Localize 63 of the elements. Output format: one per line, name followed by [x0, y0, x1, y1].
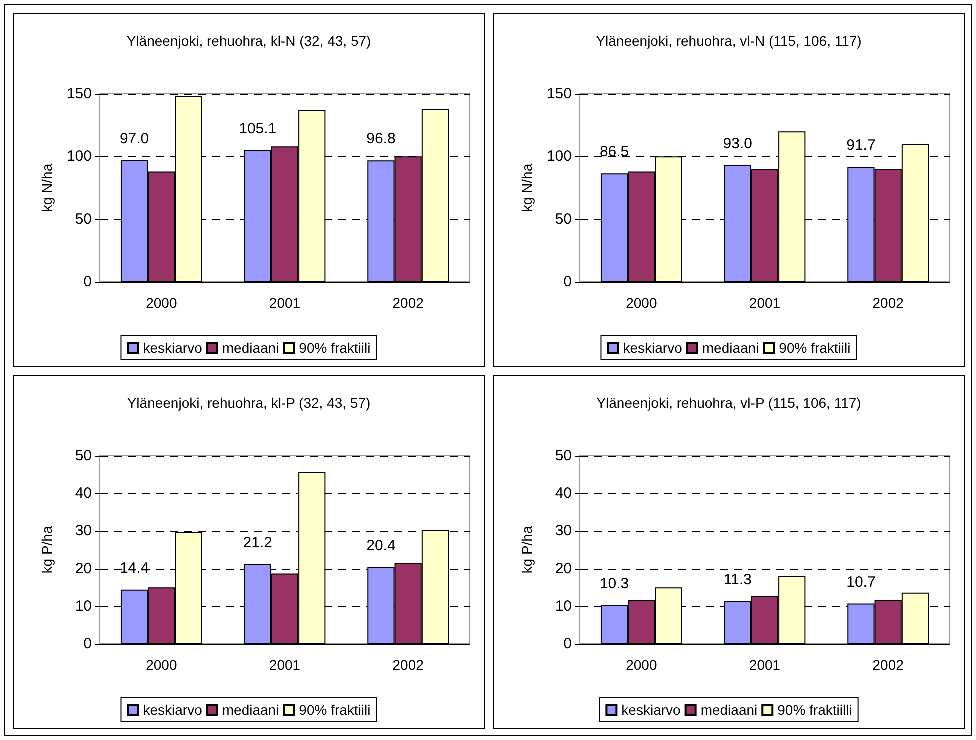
y-tick-label: 40: [555, 485, 572, 502]
legend-label: 90% fraktiili: [299, 340, 371, 356]
data-label: 10.7: [846, 574, 876, 591]
data-label: 20.4: [366, 537, 396, 554]
y-tick-label: 50: [75, 210, 92, 228]
legend-label: mediaani: [700, 702, 758, 718]
y-tick-label: 100: [546, 148, 572, 166]
chart-title: Yläneenjoki, rehuohra, vl-P (115, 106, 117): [596, 395, 862, 411]
chart-title: Yläneenjoki, rehuohra, kl-P (32, 43, 57): [127, 395, 371, 411]
y-tick-label: 10: [555, 598, 572, 615]
x-tick-label: 2000: [146, 295, 178, 311]
x-tick-label: 2000: [626, 657, 658, 673]
legend-label: mediaani: [702, 340, 760, 356]
y-tick-label: 50: [555, 210, 572, 228]
legend-label: keskiarvo: [623, 340, 683, 356]
y-tick-label: 0: [84, 636, 92, 652]
y-tick-label: 40: [75, 485, 92, 502]
x-tick-label: 2002: [872, 657, 904, 673]
legend-label: keskiarvo: [143, 340, 203, 356]
data-label: 86.5: [600, 144, 630, 161]
legend-label: keskiarvo: [143, 702, 203, 718]
legend-label: 90% fraktiilli: [778, 702, 852, 718]
legend-label: keskiarvo: [622, 702, 682, 718]
y-tick-label: 30: [555, 522, 572, 540]
y-tick-label: 150: [66, 86, 92, 102]
x-tick-label: 2001: [749, 295, 781, 311]
y-tick-label: 50: [75, 448, 92, 464]
data-label: 96.8: [366, 130, 396, 148]
y-axis-title: kg N/ha: [39, 164, 55, 212]
y-axis-title: kg N/ha: [519, 164, 535, 212]
y-tick-label: 50: [555, 448, 572, 464]
y-tick-label: 30: [75, 522, 92, 540]
chart-title: Yläneenjoki, rehuohra, kl-N (32, 43, 57): [126, 33, 372, 49]
legend-label: 90% fraktiili: [779, 340, 851, 356]
y-tick-label: 20: [75, 560, 92, 578]
data-label: 105.1: [239, 120, 277, 138]
x-tick-label: 2002: [392, 657, 424, 673]
legend-label: mediaani: [222, 702, 280, 718]
legend-label: 90% fraktiili: [299, 702, 371, 718]
y-tick-label: 100: [66, 148, 92, 166]
x-tick-label: 2001: [749, 657, 781, 673]
y-tick-label: 20: [555, 560, 572, 578]
data-label: 97.0: [120, 130, 150, 148]
chart-title: Yläneenjoki, rehuohra, vl-N (115, 106, 117): [596, 33, 862, 49]
y-tick-label: 0: [564, 636, 572, 652]
data-label: 10.3: [600, 575, 630, 592]
x-tick-label: 2002: [392, 295, 424, 311]
data-label: 21.2: [243, 534, 272, 552]
y-tick-label: 10: [75, 598, 92, 615]
data-label: 11.3: [724, 572, 752, 589]
y-tick-label: 0: [84, 274, 92, 290]
y-tick-label: 150: [546, 86, 572, 102]
y-tick-label: 0: [564, 274, 572, 290]
y-axis-title: kg P/ha: [519, 526, 535, 574]
legend-label: mediaani: [222, 340, 280, 356]
y-axis-title: kg P/ha: [39, 526, 55, 574]
x-tick-label: 2002: [872, 295, 904, 311]
data-label: 93.0: [723, 135, 752, 152]
x-tick-label: 2001: [269, 295, 301, 311]
x-tick-label: 2001: [269, 657, 301, 673]
data-label: 91.7: [846, 137, 876, 154]
x-tick-label: 2000: [146, 657, 178, 673]
x-tick-label: 2000: [626, 295, 658, 311]
